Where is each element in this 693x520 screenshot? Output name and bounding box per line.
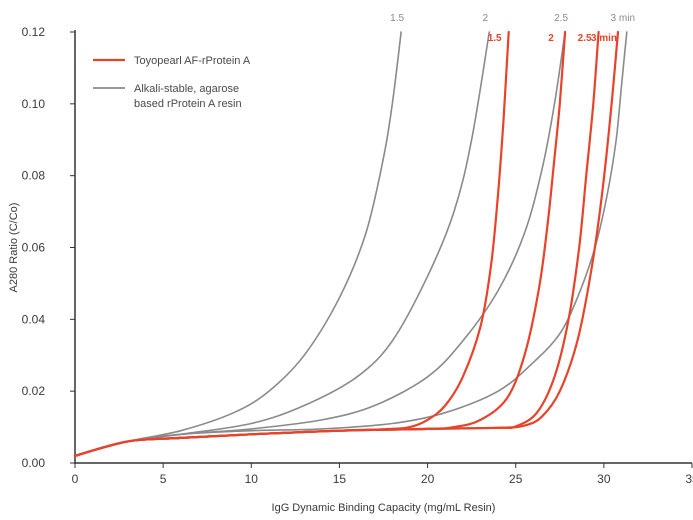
series-line xyxy=(74,31,491,457)
curve-label: 2.5 xyxy=(554,13,568,24)
series-line xyxy=(74,31,566,457)
y-tick-label: 0.12 xyxy=(22,25,46,39)
x-tick-label: 0 xyxy=(72,472,79,486)
curve-label: 2 xyxy=(548,33,554,44)
x-tick-label: 35 xyxy=(685,472,693,486)
legend-label-agarose-line2: based rProtein A resin xyxy=(134,98,242,110)
series-line xyxy=(74,31,402,457)
legend: Toyopearl AF-rProtein A Alkali-stable, a… xyxy=(93,55,251,110)
y-tick-label: 0.00 xyxy=(22,456,46,470)
series-line xyxy=(73,30,567,457)
curve-label: 2.5 xyxy=(578,33,592,44)
series-line xyxy=(73,30,620,457)
y-tick-label: 0.08 xyxy=(22,169,46,183)
series-line xyxy=(73,30,510,457)
x-tick-label: 20 xyxy=(421,472,435,486)
x-tick-label: 30 xyxy=(597,472,611,486)
x-tick-label: 25 xyxy=(509,472,523,486)
x-tick-label: 10 xyxy=(245,472,259,486)
x-tick-label: 15 xyxy=(333,472,347,486)
y-tick-label: 0.10 xyxy=(22,97,46,111)
series-group xyxy=(73,30,628,457)
x-axis-title: IgG Dynamic Binding Capacity (mg/mL Resi… xyxy=(272,502,496,514)
series-line xyxy=(74,31,628,457)
y-axis-title: A280 Ratio (C/Co) xyxy=(8,203,20,293)
curve-label: 1.5 xyxy=(390,13,404,24)
legend-label-agarose: Alkali-stable, agarose xyxy=(134,83,239,95)
x-tick-label: 5 xyxy=(160,472,167,486)
curve-label: 3 min xyxy=(611,13,635,24)
y-tick-label: 0.06 xyxy=(22,241,46,255)
legend-label-toyopearl: Toyopearl AF-rProtein A xyxy=(134,55,251,67)
curve-label: 2 xyxy=(482,13,488,24)
y-tick-label: 0.04 xyxy=(22,312,46,326)
curve-label: 1.5 xyxy=(488,33,502,44)
y-tick-label: 0.02 xyxy=(22,384,46,398)
axes xyxy=(74,30,692,464)
curve-label: 3 min xyxy=(591,33,617,44)
ticks: 0 5 10 15 20 25 30 35 0.00 0.02 0.04 0.06 0.08 0.10 0.… xyxy=(22,25,693,486)
